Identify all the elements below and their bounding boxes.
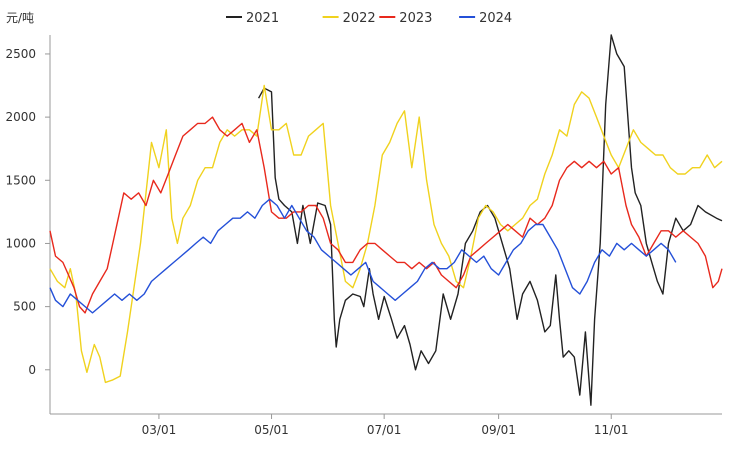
- legend-label: 2023: [399, 11, 432, 26]
- y-tick-label: 500: [13, 300, 36, 314]
- series-line-2023: [49, 116, 723, 314]
- y-tick-label: 1500: [5, 173, 36, 187]
- x-tick-label: 11/01: [594, 423, 629, 437]
- legend-item-2023[interactable]: 2023: [379, 11, 432, 26]
- legend-label: 2022: [343, 11, 376, 26]
- legend-item-2022[interactable]: 2022: [322, 11, 376, 26]
- y-axis-unit-label: 元/吨: [6, 11, 34, 25]
- series-line-2024: [49, 198, 677, 314]
- legend-label: 2021: [246, 11, 279, 26]
- legend-item-2024[interactable]: 2024: [459, 11, 512, 26]
- x-tick-label: 09/01: [481, 423, 516, 437]
- legend-item-2021[interactable]: 2021: [226, 11, 279, 26]
- series-line-2021: [257, 34, 723, 406]
- y-tick-label: 2500: [5, 47, 36, 61]
- y-tick-label: 0: [28, 363, 36, 377]
- y-tick-label: 2000: [5, 110, 36, 124]
- y-tick-label: 1000: [5, 236, 36, 250]
- axes: 0 500 1000 1500 2000 2500 03/01 05/01 07/01 09/01…: [5, 35, 722, 437]
- x-tick-label: 05/01: [254, 423, 289, 437]
- legend-label: 2024: [479, 11, 512, 26]
- x-tick-label: 07/01: [367, 423, 402, 437]
- legend: 2021 2022 2023 2024: [226, 11, 512, 26]
- x-tick-label: 03/01: [142, 423, 177, 437]
- series-layer: [49, 34, 723, 406]
- series-line-2022: [49, 84, 723, 384]
